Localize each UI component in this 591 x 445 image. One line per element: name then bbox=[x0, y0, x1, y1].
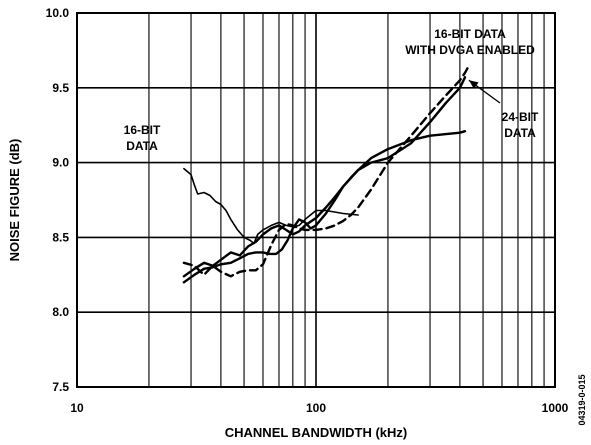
series-line-2 bbox=[182, 129, 467, 284]
annotations: 16-BIT DATA 16-BIT DATA WITH DVGA ENABLED 24… bbox=[124, 27, 539, 153]
x-axis-label: CHANNEL BANDWIDTH (kHz) bbox=[225, 425, 407, 440]
series-line-4 bbox=[182, 76, 467, 278]
annotation-label: 24-BIT bbox=[502, 110, 539, 124]
y-tick-label: 10.0 bbox=[46, 6, 70, 20]
x-tick-label: 10 bbox=[70, 401, 84, 415]
tick-labels: 7.5 8.0 8.5 9.0 9.5 10.0 10 100 1000 bbox=[46, 6, 569, 415]
annotation-label: WITH DVGA ENABLED bbox=[405, 43, 535, 57]
annotation-label: 16-BIT bbox=[124, 123, 161, 137]
x-tick-label: 100 bbox=[306, 401, 326, 415]
y-axis-label: NOISE FIGURE (dB) bbox=[7, 139, 22, 262]
y-tick-label: 7.5 bbox=[52, 380, 69, 394]
x-tick-label: 1000 bbox=[542, 401, 569, 415]
arrowhead-icon bbox=[469, 80, 479, 89]
annotation-label: DATA bbox=[126, 139, 158, 153]
y-tick-label: 8.5 bbox=[52, 230, 69, 244]
series-lines bbox=[182, 67, 469, 284]
y-tick-label: 8.0 bbox=[52, 305, 69, 319]
plot-frame bbox=[76, 12, 556, 388]
series-line-3 bbox=[182, 67, 469, 278]
annotation-label: DATA bbox=[504, 126, 536, 140]
y-tick-label: 9.0 bbox=[52, 156, 69, 170]
series-line-1 bbox=[183, 167, 359, 245]
y-tick-label: 9.5 bbox=[52, 81, 69, 95]
annotation-label: 16-BIT DATA bbox=[434, 27, 506, 41]
grid-lines bbox=[77, 13, 555, 387]
figure-id: 04319-0-015 bbox=[577, 374, 587, 425]
